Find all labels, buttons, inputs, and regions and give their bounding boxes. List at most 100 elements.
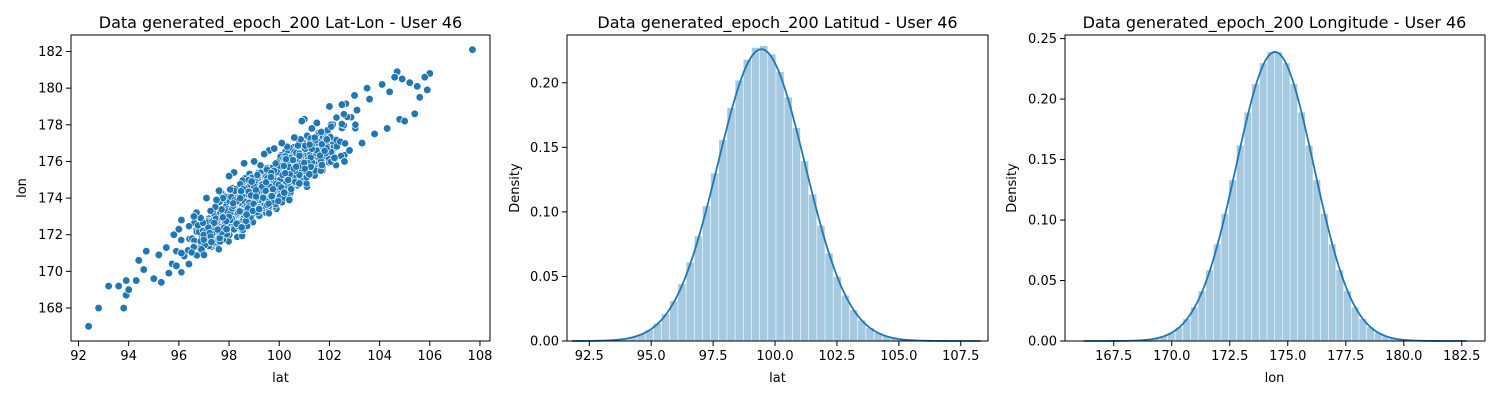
scatter-point xyxy=(177,215,186,225)
histogram-bar xyxy=(1290,84,1298,342)
histogram-bar xyxy=(1313,180,1321,341)
x-tick-label: 105.0 xyxy=(880,349,917,364)
histogram-bar xyxy=(841,295,850,341)
scatter-point xyxy=(320,146,329,155)
histogram-bar xyxy=(866,327,874,341)
histogram-bar xyxy=(1382,336,1390,341)
scatter-point xyxy=(305,140,314,149)
scatter-point xyxy=(169,230,179,239)
scatter-point xyxy=(84,322,93,331)
latitude-frame xyxy=(566,34,989,342)
scatter-point xyxy=(279,162,288,170)
scatter-point xyxy=(350,91,359,100)
scatter-point xyxy=(199,235,208,244)
scatter-point xyxy=(202,193,211,203)
scatter-point xyxy=(468,45,477,54)
histogram-bar xyxy=(890,338,899,341)
scatter-point xyxy=(307,124,317,133)
scatter-point xyxy=(297,116,306,126)
scatter-point xyxy=(239,159,249,168)
scatter-point xyxy=(332,113,341,122)
scatter-point xyxy=(420,72,429,82)
histogram-bar xyxy=(1336,270,1344,341)
scatter-point xyxy=(270,144,279,153)
scatter-point xyxy=(164,269,174,278)
y-tick-label: 182 xyxy=(38,45,63,60)
histogram-bar xyxy=(727,108,735,342)
x-tick-label: 108 xyxy=(468,349,493,364)
longitude-frame xyxy=(1064,34,1486,342)
x-tick-label: 100 xyxy=(267,349,292,364)
histogram-bar xyxy=(1206,270,1214,341)
scatter-point xyxy=(274,197,283,205)
scatter-point xyxy=(139,265,148,274)
histogram-bar xyxy=(751,47,760,342)
kde-curve xyxy=(571,48,981,342)
latitude-kde-line xyxy=(571,48,981,342)
histogram-bar xyxy=(686,262,694,341)
scatter-panel: Data generated_epoch_200 Lat-Lon - User … xyxy=(15,13,492,386)
histogram-bar xyxy=(1351,307,1359,341)
histogram-bar xyxy=(710,173,719,341)
histogram-bar xyxy=(1389,338,1397,341)
y-tick-label: 180 xyxy=(38,82,63,97)
scatter-point xyxy=(325,102,334,111)
x-tick-label: 104 xyxy=(367,349,392,364)
scatter-point xyxy=(255,204,264,214)
scatter-point xyxy=(210,218,219,227)
histogram-bar xyxy=(1275,52,1283,342)
histogram-bar xyxy=(670,301,678,341)
histogram-bar xyxy=(645,329,654,341)
scatter-point xyxy=(295,151,304,160)
scatter-point xyxy=(212,195,221,205)
histogram-bar xyxy=(743,59,752,341)
histogram-bar xyxy=(1244,112,1252,341)
scatter-point xyxy=(256,161,265,170)
scatter-ticks: 92 94 96 98 100 102 104 106 108 168 170 172 174 176 17… xyxy=(38,45,492,364)
scatter-point xyxy=(189,212,199,221)
scatter-point xyxy=(341,139,349,148)
histogram-bar xyxy=(1252,84,1260,342)
scatter-point xyxy=(305,170,314,179)
y-tick-label: 170 xyxy=(38,265,63,280)
latitude-xlabel: lat xyxy=(769,371,786,386)
scatter-point xyxy=(247,177,256,186)
longitude-kde-line xyxy=(1083,51,1467,342)
scatter-point xyxy=(154,250,163,260)
scatter-point xyxy=(370,129,379,139)
longitude-ylabel: Density xyxy=(1005,163,1020,213)
scatter-point xyxy=(290,133,299,142)
scatter-point xyxy=(119,303,128,313)
scatter-point xyxy=(122,276,131,285)
scatter-point xyxy=(281,169,290,178)
histogram-bar xyxy=(817,225,825,341)
histogram-bar xyxy=(653,323,662,341)
scatter-point xyxy=(224,171,234,181)
scatter-point xyxy=(310,133,319,142)
y-tick-label: 0.10 xyxy=(1028,214,1057,229)
scatter-point xyxy=(400,116,409,126)
scatter-point xyxy=(149,274,158,283)
y-tick-label: 168 xyxy=(38,302,63,317)
histogram-bar xyxy=(1183,319,1191,341)
x-tick-label: 94 xyxy=(120,349,137,364)
scatter-point xyxy=(317,140,326,149)
x-tick-label: 96 xyxy=(171,349,188,364)
scatter-point xyxy=(252,192,260,201)
y-tick-label: 0.05 xyxy=(1028,274,1057,289)
scatter-point xyxy=(185,222,193,231)
y-tick-label: 0.15 xyxy=(1028,153,1057,168)
scatter-point xyxy=(207,237,216,247)
histogram-bar xyxy=(1198,291,1206,341)
latitude-bars xyxy=(596,45,923,342)
histogram-bar xyxy=(637,334,645,341)
scatter-point xyxy=(172,261,181,271)
scatter-point xyxy=(177,248,186,258)
scatter-point xyxy=(357,138,367,148)
scatter-point xyxy=(226,185,235,194)
x-tick-label: 182.5 xyxy=(1443,349,1480,364)
scatter-point xyxy=(398,74,407,84)
latitude-histogram-panel: Data generated_epoch_200 Latitud - User … xyxy=(508,13,989,386)
y-tick-label: 0.05 xyxy=(530,270,559,285)
